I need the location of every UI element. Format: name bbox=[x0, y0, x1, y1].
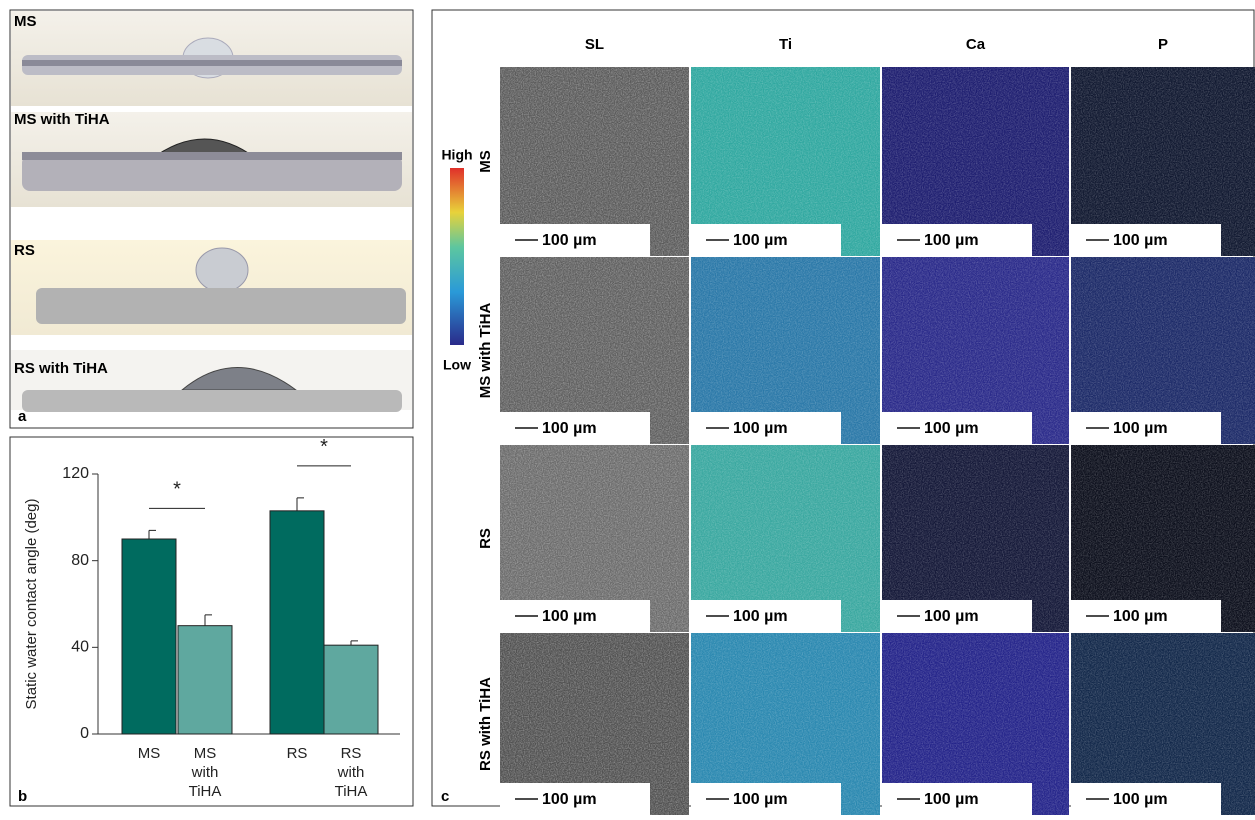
error-bar bbox=[204, 614, 212, 626]
scale-label: 100 µm bbox=[1113, 420, 1168, 437]
row-label: MS bbox=[477, 150, 494, 173]
row-label: RS bbox=[477, 528, 494, 549]
error-bar bbox=[350, 640, 358, 646]
scale-label: 100 µm bbox=[733, 232, 788, 249]
colorbar-high: High bbox=[441, 147, 472, 163]
map-image: 100 µm bbox=[1071, 633, 1255, 815]
map-image: 100 µm bbox=[691, 445, 880, 632]
photo-ms-tiha bbox=[11, 112, 412, 207]
scale-label: 100 µm bbox=[924, 791, 979, 808]
scale-label: 100 µm bbox=[1113, 791, 1168, 808]
map-image: 100 µm bbox=[691, 633, 880, 815]
y-tick-label: 80 bbox=[71, 552, 89, 569]
x-tick-label: MS bbox=[138, 745, 161, 762]
y-tick-label: 40 bbox=[71, 639, 89, 656]
scale-label: 100 µm bbox=[1113, 232, 1168, 249]
bar bbox=[323, 644, 379, 735]
scale-label: 100 µm bbox=[733, 791, 788, 808]
scale-label: 100 µm bbox=[924, 232, 979, 249]
scale-label: 100 µm bbox=[542, 791, 597, 808]
column-header: Ca bbox=[966, 36, 986, 53]
significance-mark: * bbox=[173, 479, 181, 501]
photo-label: RS bbox=[14, 242, 35, 259]
scale-label: 100 µm bbox=[924, 608, 979, 625]
map-image: 100 µm bbox=[691, 257, 880, 444]
photo-label: MS with TiHA bbox=[14, 111, 110, 128]
map-image: 100 µm bbox=[500, 67, 689, 256]
photo-label: MS bbox=[14, 13, 37, 30]
significance-mark: * bbox=[320, 436, 328, 458]
scale-label: 100 µm bbox=[542, 420, 597, 437]
photo-rs-tiha bbox=[11, 350, 412, 412]
map-image: 100 µm bbox=[1071, 67, 1255, 256]
x-tick-label: MS with TiHA bbox=[189, 745, 222, 800]
y-axis-label: Static water contact angle (deg) bbox=[23, 499, 40, 710]
bar bbox=[177, 625, 233, 735]
column-header: P bbox=[1158, 36, 1168, 53]
map-image: 100 µm bbox=[1071, 257, 1255, 444]
x-tick-label: RS with TiHA bbox=[335, 745, 368, 800]
x-tick-label: RS bbox=[287, 745, 308, 762]
column-header: Ti bbox=[779, 36, 792, 53]
photo-rs bbox=[11, 240, 412, 335]
map-image: 100 µm bbox=[500, 445, 689, 632]
scale-label: 100 µm bbox=[1113, 608, 1168, 625]
panel-label: c bbox=[441, 788, 449, 805]
photo-label: RS with TiHA bbox=[14, 360, 108, 377]
map-image: 100 µm bbox=[691, 67, 880, 256]
column-header: SL bbox=[585, 36, 604, 53]
bar bbox=[269, 510, 325, 735]
colorbar bbox=[450, 168, 464, 345]
map-image: 100 µm bbox=[882, 257, 1069, 444]
scale-label: 100 µm bbox=[542, 232, 597, 249]
map-image: 100 µm bbox=[882, 445, 1069, 632]
map-image: 100 µm bbox=[882, 67, 1069, 256]
row-label: RS with TiHA bbox=[477, 677, 494, 771]
map-image: 100 µm bbox=[500, 257, 689, 444]
panel-b-frame bbox=[9, 436, 414, 807]
photo-ms bbox=[11, 11, 412, 106]
scale-label: 100 µm bbox=[924, 420, 979, 437]
y-tick-label: 0 bbox=[80, 725, 89, 742]
y-tick-label: 120 bbox=[62, 465, 89, 482]
map-image: 100 µm bbox=[500, 633, 689, 815]
colorbar-low: Low bbox=[443, 357, 471, 373]
bar bbox=[121, 538, 177, 735]
panel-label: b bbox=[18, 788, 27, 805]
map-image: 100 µm bbox=[882, 633, 1069, 815]
scale-label: 100 µm bbox=[542, 608, 597, 625]
error-bar bbox=[296, 497, 304, 511]
row-label: MS with TiHA bbox=[477, 303, 494, 399]
scale-label: 100 µm bbox=[733, 420, 788, 437]
scale-label: 100 µm bbox=[733, 608, 788, 625]
error-bar bbox=[148, 529, 156, 539]
map-image: 100 µm bbox=[1071, 445, 1255, 632]
panel-label: a bbox=[18, 408, 27, 425]
